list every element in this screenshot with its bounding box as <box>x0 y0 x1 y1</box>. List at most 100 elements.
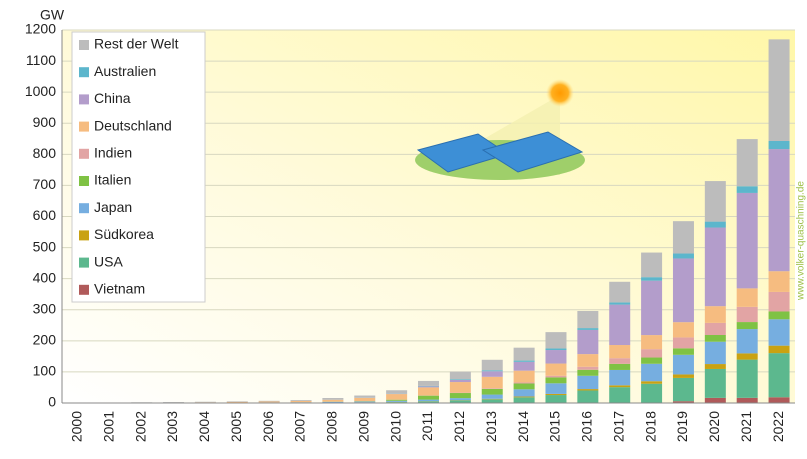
bar-segment <box>545 363 567 376</box>
bar-segment <box>768 271 790 292</box>
bar-segment <box>768 140 790 150</box>
bar-segment <box>481 399 503 403</box>
bar-segment <box>768 397 790 403</box>
bar-segment <box>513 370 535 383</box>
bar-segment <box>736 397 758 403</box>
bar-segment <box>545 393 567 396</box>
legend-label: Italien <box>94 172 131 188</box>
bar-segment <box>641 335 663 350</box>
x-tick-label: 2014 <box>515 411 531 442</box>
bar-segment <box>545 348 567 351</box>
bar-segment <box>449 371 471 380</box>
bar-segment <box>768 39 790 141</box>
x-tick-label: 2020 <box>706 411 722 442</box>
bar-segment <box>736 306 758 323</box>
legend-label: Australien <box>94 63 156 79</box>
bar-segment <box>672 348 694 355</box>
x-tick-label: 2017 <box>610 411 626 442</box>
bar-segment <box>481 388 503 389</box>
bar-segment <box>672 337 694 349</box>
legend-swatch <box>79 94 89 105</box>
bar-segment <box>418 387 439 396</box>
legend-label: Vietnam <box>94 281 145 297</box>
bar-segment <box>641 252 663 278</box>
bar-segment <box>704 221 726 228</box>
bar-segment <box>736 329 758 354</box>
bar-segment <box>736 288 758 307</box>
y-tick-label: 1000 <box>25 83 56 99</box>
bar-segment <box>545 395 567 403</box>
y-tick-label: 900 <box>33 114 57 130</box>
bar-segment <box>704 306 726 323</box>
bar-segment <box>513 361 535 371</box>
bars <box>67 39 790 403</box>
bar-segment <box>641 280 663 336</box>
x-tick-label: 2007 <box>292 411 308 442</box>
bar-segment <box>609 369 631 386</box>
legend-swatch <box>79 176 89 186</box>
x-tick-label: 2018 <box>642 411 658 442</box>
bar-segment <box>768 345 790 354</box>
y-tick-label: 1100 <box>26 52 56 68</box>
y-tick-label: 1200 <box>25 21 56 37</box>
bar-segment <box>704 364 726 369</box>
bar-segment <box>704 368 726 398</box>
y-tick-label: 500 <box>33 238 57 254</box>
bar-segment <box>449 379 471 383</box>
bar-segment <box>449 379 471 380</box>
x-tick-label: 2013 <box>483 411 499 442</box>
bar-segment <box>736 139 758 187</box>
legend-swatch <box>79 40 89 50</box>
bar-segment <box>736 359 758 398</box>
bar-segment <box>418 380 439 386</box>
bar-segment <box>226 401 248 403</box>
bar-segment <box>672 322 694 338</box>
bar-segment <box>513 382 535 384</box>
bar-segment <box>641 277 663 281</box>
bar-segment <box>418 401 439 403</box>
bar-segment <box>449 398 471 401</box>
bar-segment <box>577 389 599 391</box>
bar-segment <box>672 377 694 402</box>
x-tick-label: 2000 <box>69 411 85 442</box>
legend-swatch <box>79 148 89 159</box>
bar-segment <box>609 304 631 346</box>
x-tick-label: 2012 <box>451 411 467 442</box>
bar-segment <box>609 363 631 370</box>
y-tick-label: 200 <box>33 332 57 348</box>
bar-segment <box>641 381 663 384</box>
legend-label: Japan <box>94 199 132 215</box>
x-tick-label: 2004 <box>196 411 212 442</box>
bar-segment <box>672 221 694 254</box>
bar-segment <box>577 354 599 367</box>
x-tick-label: 2010 <box>387 411 403 442</box>
y-tick-label: 100 <box>33 363 57 379</box>
bar-segment <box>258 400 280 402</box>
bar-segment <box>672 354 694 375</box>
bar-segment <box>418 395 439 400</box>
bar-segment <box>577 310 599 329</box>
legend-label: Indien <box>94 145 132 161</box>
bar-segment <box>449 400 471 403</box>
bar-segment <box>704 322 726 335</box>
bar-segment <box>449 382 471 393</box>
bar-segment <box>577 369 599 376</box>
bar-segment <box>545 350 567 364</box>
x-tick-label: 2008 <box>324 411 340 442</box>
bar-segment <box>481 394 503 399</box>
bar-segment <box>641 349 663 358</box>
bar-segment <box>641 357 663 364</box>
y-tick-label: 400 <box>33 269 57 285</box>
illustration <box>415 79 585 180</box>
bar-segment <box>768 311 790 320</box>
x-tick-label: 2021 <box>738 411 754 442</box>
bar-segment <box>513 397 535 403</box>
bar-segment <box>672 401 694 403</box>
x-tick-label: 2016 <box>579 411 595 442</box>
legend-swatch <box>79 203 89 214</box>
bar-segment <box>736 192 758 289</box>
x-tick-label: 2011 <box>419 411 435 441</box>
bar-segment <box>704 341 726 365</box>
legend-label: USA <box>94 253 123 269</box>
